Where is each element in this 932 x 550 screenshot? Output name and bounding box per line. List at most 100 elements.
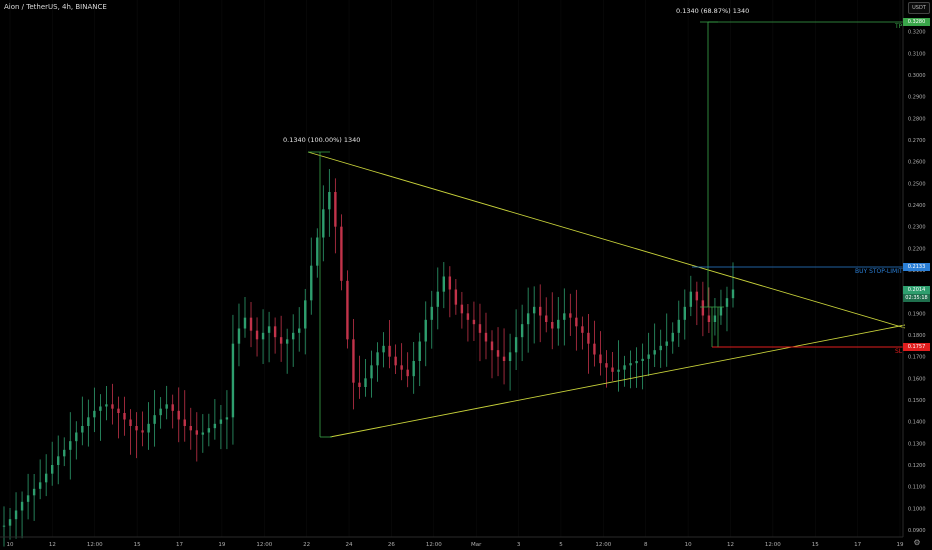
candle-body (57, 456, 60, 465)
candle-body (195, 430, 198, 435)
candle-body (231, 343, 235, 418)
candle-body (147, 423, 150, 433)
candle-body (617, 369, 620, 372)
price-axis-label: 0.2900 (908, 95, 926, 101)
candle-body (623, 365, 626, 370)
candle-body (75, 432, 78, 442)
time-axis-label: 12:00 (87, 542, 103, 548)
candle-body (81, 426, 84, 433)
candle-body (448, 276, 452, 290)
candle-body (599, 354, 602, 364)
candle-body (50, 465, 54, 474)
time-axis-label: 26 (388, 542, 395, 548)
candle-body (177, 410, 180, 420)
price-axis-label: 0.1900 (908, 311, 926, 317)
candle-body (605, 363, 608, 368)
time-axis-label: 19 (218, 542, 225, 548)
candle-body (532, 306, 536, 314)
candle-body (454, 289, 458, 305)
candle-body (436, 291, 439, 307)
current-price-tag: 0.2014 (903, 286, 930, 294)
candle-body (44, 473, 48, 483)
candle-body (328, 192, 331, 210)
time-axis-label: 17 (176, 542, 183, 548)
candle-body (502, 356, 506, 361)
candle-body (358, 382, 361, 387)
price-axis-label: 0.1000 (908, 506, 926, 512)
price-axis-label: 0.1300 (908, 441, 926, 447)
price-axis-label: 0.1100 (908, 485, 926, 491)
candle-body (189, 426, 192, 431)
price-axis-label: 0.2300 (908, 225, 926, 231)
candle-body (641, 358, 644, 361)
candle-body (207, 428, 211, 433)
candle-body (183, 419, 186, 426)
currency-badge[interactable]: USDT (908, 2, 930, 14)
candle-body (261, 332, 265, 340)
candle-body (14, 510, 18, 520)
candle-body (442, 276, 446, 292)
time-axis-label: 19 (897, 542, 904, 548)
candle-body (635, 361, 638, 364)
candle-body (466, 313, 470, 320)
price-axis-label: 0.2600 (908, 160, 926, 166)
candle-body (20, 501, 24, 511)
settings-gear-icon[interactable]: ⚙ (913, 538, 921, 547)
candle-body (352, 339, 355, 383)
time-axis-label: 22 (303, 542, 310, 548)
candle-body (26, 495, 30, 502)
candle-body (111, 404, 114, 409)
time-axis-label: Mar (471, 542, 482, 548)
buy-stop-limit-label: BUY STOP-LIMIT (855, 268, 903, 275)
candle-body (219, 419, 223, 424)
candle-body (713, 315, 717, 322)
candle-body (412, 361, 415, 377)
candle-body (2, 525, 6, 527)
candle-body (496, 350, 500, 357)
candle-body (400, 365, 403, 370)
candle-body (394, 356, 397, 366)
candle-body (719, 306, 723, 316)
time-axis-label: 5 (559, 542, 563, 548)
time-axis-label: 8 (644, 542, 648, 548)
price-axis-label: 0.1700 (908, 355, 926, 361)
price-axis-label: 0.1800 (908, 333, 926, 339)
price-axis-label: 0.0900 (908, 528, 926, 534)
candle-body (581, 326, 584, 333)
candle-body (707, 315, 711, 322)
candle-body (460, 304, 464, 314)
time-axis-label: 24 (346, 542, 353, 548)
price-axis-label: 0.2500 (908, 181, 926, 187)
candle-body (273, 326, 277, 338)
symbol-title[interactable]: Aion / TetherUS, 4h, BINANCE (4, 3, 107, 11)
candles (2, 169, 735, 547)
candle-body (32, 488, 36, 496)
candle-body (611, 367, 614, 372)
candle-body (69, 441, 72, 450)
candle-body (701, 300, 705, 316)
price-axis[interactable]: 0.33000.32000.31000.30000.29000.28000.27… (908, 8, 926, 534)
candle-body (539, 306, 542, 316)
candle-body (406, 369, 409, 377)
wedge-upper-trendline[interactable] (307, 151, 906, 329)
candle-body (478, 324, 482, 333)
time-axis-label: 12 (727, 542, 734, 548)
tp-label: TP (895, 23, 903, 30)
candle-body (322, 209, 325, 238)
candle-body (376, 352, 379, 366)
time-axis-label: 17 (854, 542, 861, 548)
candle-body (334, 192, 337, 227)
candle-body (298, 328, 301, 333)
measure-1-label: 0.1340 (100.00%) 1340 (283, 136, 361, 144)
candle-body (225, 417, 229, 420)
price-axis-label: 0.2700 (908, 138, 926, 144)
candle-body (279, 337, 283, 344)
candle-body (695, 291, 699, 301)
candle-body (490, 341, 494, 351)
candle-body (653, 350, 656, 355)
wedge-lower-trendline[interactable] (329, 324, 906, 438)
candle-body (551, 322, 554, 329)
time-axis[interactable]: 10 12 12:00 15 17 19 12:00 22 24 26 12:00 Mar 3 5 12:0… (7, 542, 904, 548)
time-axis-label: 15 (812, 542, 819, 548)
